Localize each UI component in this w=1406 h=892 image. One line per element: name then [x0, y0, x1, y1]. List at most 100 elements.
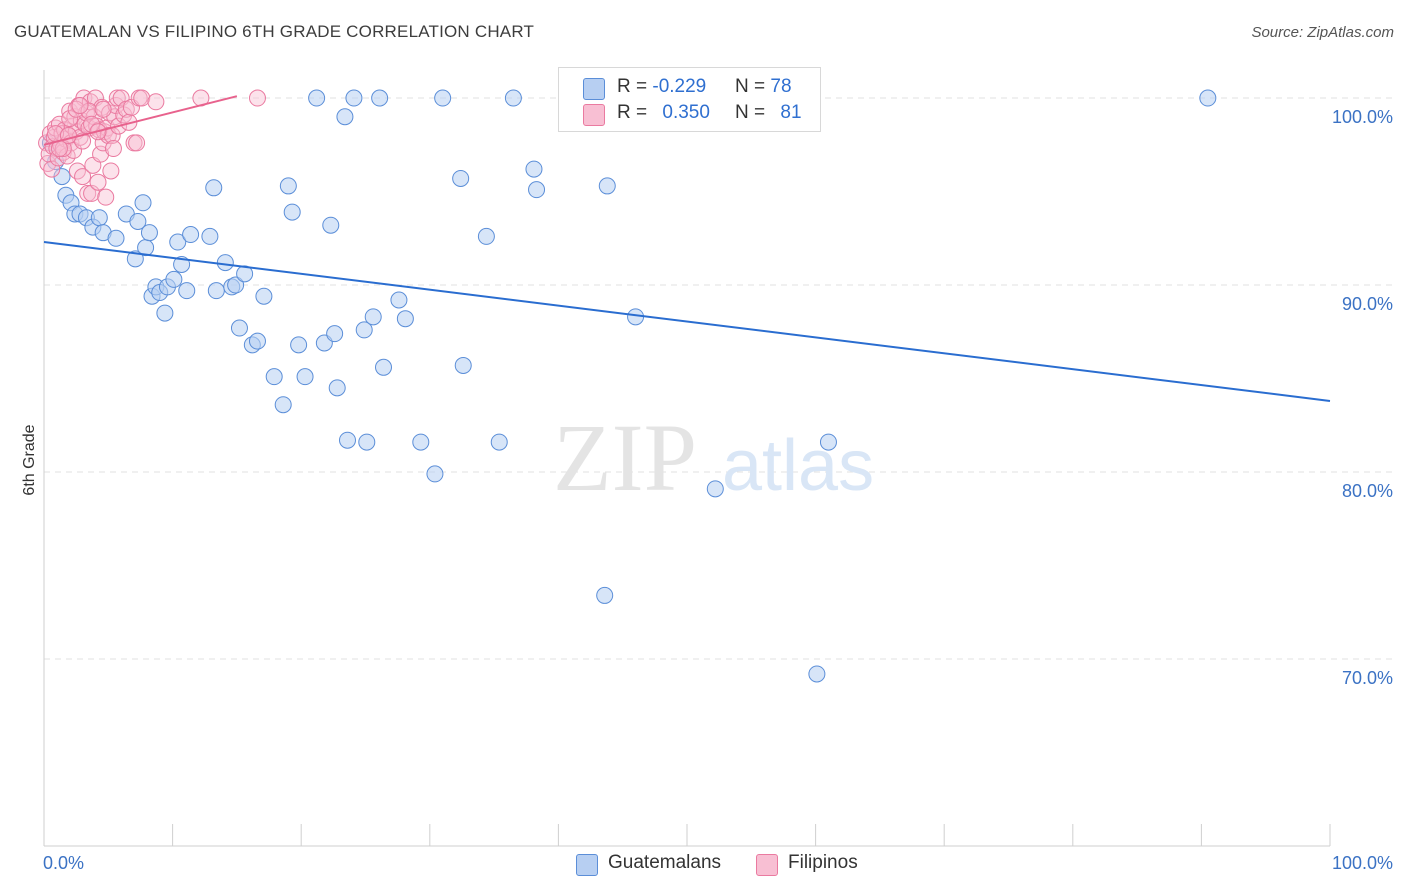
guatemalan-point-51 [338, 431, 356, 449]
x-tick-label-max: 100.0% [1332, 853, 1393, 873]
guatemalans-trend-line [43, 241, 1331, 402]
guatemalan-point-65 [477, 227, 495, 245]
filipinos-trend-line [43, 95, 238, 146]
y-tick-label-1: 90.0% [1342, 294, 1393, 314]
guatemalan-point-31 [216, 254, 234, 272]
x-tick-label-min: 0.0% [43, 853, 84, 873]
filipino-point-78 [147, 93, 165, 111]
guatemalan-point-69 [528, 181, 546, 199]
guatemalan-point-64 [454, 356, 472, 374]
guatemalan-point-26 [178, 282, 196, 300]
guatemalans-points [41, 89, 1217, 683]
legend-r-label: R = [617, 102, 653, 123]
guatemalan-point-70 [596, 586, 614, 604]
filipino-point-42 [92, 145, 110, 163]
filipino-point-63 [128, 134, 146, 152]
source-credit: Source: ZipAtlas.com [1251, 24, 1394, 41]
filipino-point-80 [248, 89, 266, 107]
watermark-atlas: atlas [722, 426, 874, 506]
guatemalan-point-38 [255, 287, 273, 305]
guatemalan-point-67 [504, 89, 522, 107]
guatemalan-point-62 [434, 89, 452, 107]
guatemalan-point-52 [345, 89, 363, 107]
filipino-point-28 [74, 168, 92, 186]
bottom-legend-label-filipinos: Filipinos [788, 852, 858, 873]
y-tick-label-2: 80.0% [1342, 481, 1393, 501]
guatemalan-point-30 [207, 282, 225, 300]
bottom-legend-swatch-pink [756, 854, 778, 876]
guatemalan-point-75 [808, 665, 826, 683]
guatemalan-point-56 [371, 89, 389, 107]
guatemalan-point-21 [156, 304, 174, 322]
guatemalan-point-37 [248, 332, 266, 350]
chart-title: GUATEMALAN VS FILIPINO 6TH GRADE CORRELA… [14, 22, 535, 41]
guatemalan-point-28 [201, 227, 219, 245]
legend-swatch-blue [583, 78, 605, 100]
filipino-point-74 [71, 97, 89, 115]
filipino-point-77 [94, 100, 112, 118]
guatemalan-point-55 [364, 308, 382, 326]
guatemalan-point-61 [426, 465, 444, 483]
legend-r-value-guatemalans: -0.229 [652, 76, 707, 97]
guatemalan-point-60 [412, 433, 430, 451]
guatemalan-point-44 [296, 368, 314, 386]
guatemalan-point-73 [706, 480, 724, 498]
guatemalan-point-71 [598, 177, 616, 195]
guatemalan-point-58 [390, 291, 408, 309]
gridlines [44, 97, 1393, 660]
trend-lines [43, 95, 1331, 402]
guatemalan-point-41 [279, 177, 297, 195]
guatemalan-point-54 [358, 433, 376, 451]
guatemalan-point-33 [227, 276, 245, 294]
guatemalan-point-43 [290, 336, 308, 354]
filipino-point-40 [89, 173, 107, 191]
y-axis-label: 6th Grade [21, 424, 38, 495]
legend-n-value-filipinos: 81 [780, 102, 802, 123]
guatemalan-point-76 [819, 433, 837, 451]
guatemalan-point-47 [322, 216, 340, 234]
guatemalan-point-53 [355, 321, 373, 339]
guatemalan-point-57 [375, 358, 393, 376]
axes [43, 70, 1331, 847]
guatemalan-point-66 [490, 433, 508, 451]
guatemalan-point-15 [134, 194, 152, 212]
guatemalan-point-68 [525, 160, 543, 178]
legend-n-label: N = [735, 76, 771, 97]
filipino-point-50 [102, 162, 120, 180]
guatemalan-point-29 [205, 179, 223, 197]
filipino-point-32 [79, 184, 97, 202]
guatemalan-point-27 [182, 226, 200, 244]
filipino-point-52 [104, 140, 122, 158]
guatemalan-point-13 [126, 250, 144, 268]
guatemalan-point-42 [283, 203, 301, 221]
guatemalan-point-11 [107, 229, 125, 247]
guatemalan-point-45 [308, 89, 326, 107]
guatemalan-point-50 [336, 108, 354, 126]
watermark: ZIP atlas [553, 404, 874, 511]
legend-n-value-guatemalans: 78 [770, 76, 792, 97]
guatemalan-point-48 [326, 325, 344, 343]
guatemalan-point-23 [165, 270, 183, 288]
watermark-zip: ZIP [553, 404, 697, 511]
y-tick-labels: 100.0% 90.0% 80.0% 70.0% [1332, 107, 1393, 688]
y-tick-label-3: 70.0% [1342, 668, 1393, 688]
legend-r-label: R = [617, 76, 653, 97]
guatemalan-point-49 [328, 379, 346, 397]
guatemalan-point-40 [274, 396, 292, 414]
filipino-point-70 [80, 102, 98, 120]
legend-r-value-filipinos: 0.350 [662, 102, 710, 123]
legend-swatch-pink [583, 104, 605, 126]
legend-n-label: N = [735, 102, 771, 123]
filipinos-points [38, 89, 266, 206]
filipino-point-65 [133, 89, 151, 107]
stats-legend: R = -0.229 N = 78 R = 0.350 N = 81 [558, 67, 821, 132]
guatemalan-point-63 [452, 169, 470, 187]
guatemalan-point-24 [169, 233, 187, 251]
bottom-legend-label-guatemalans: Guatemalans [608, 852, 722, 873]
guatemalan-point-39 [265, 368, 283, 386]
guatemalan-point-14 [129, 212, 147, 230]
y-tick-label-0: 100.0% [1332, 107, 1393, 127]
guatemalan-point-77 [1199, 89, 1217, 107]
bottom-legend-swatch-blue [576, 854, 598, 876]
